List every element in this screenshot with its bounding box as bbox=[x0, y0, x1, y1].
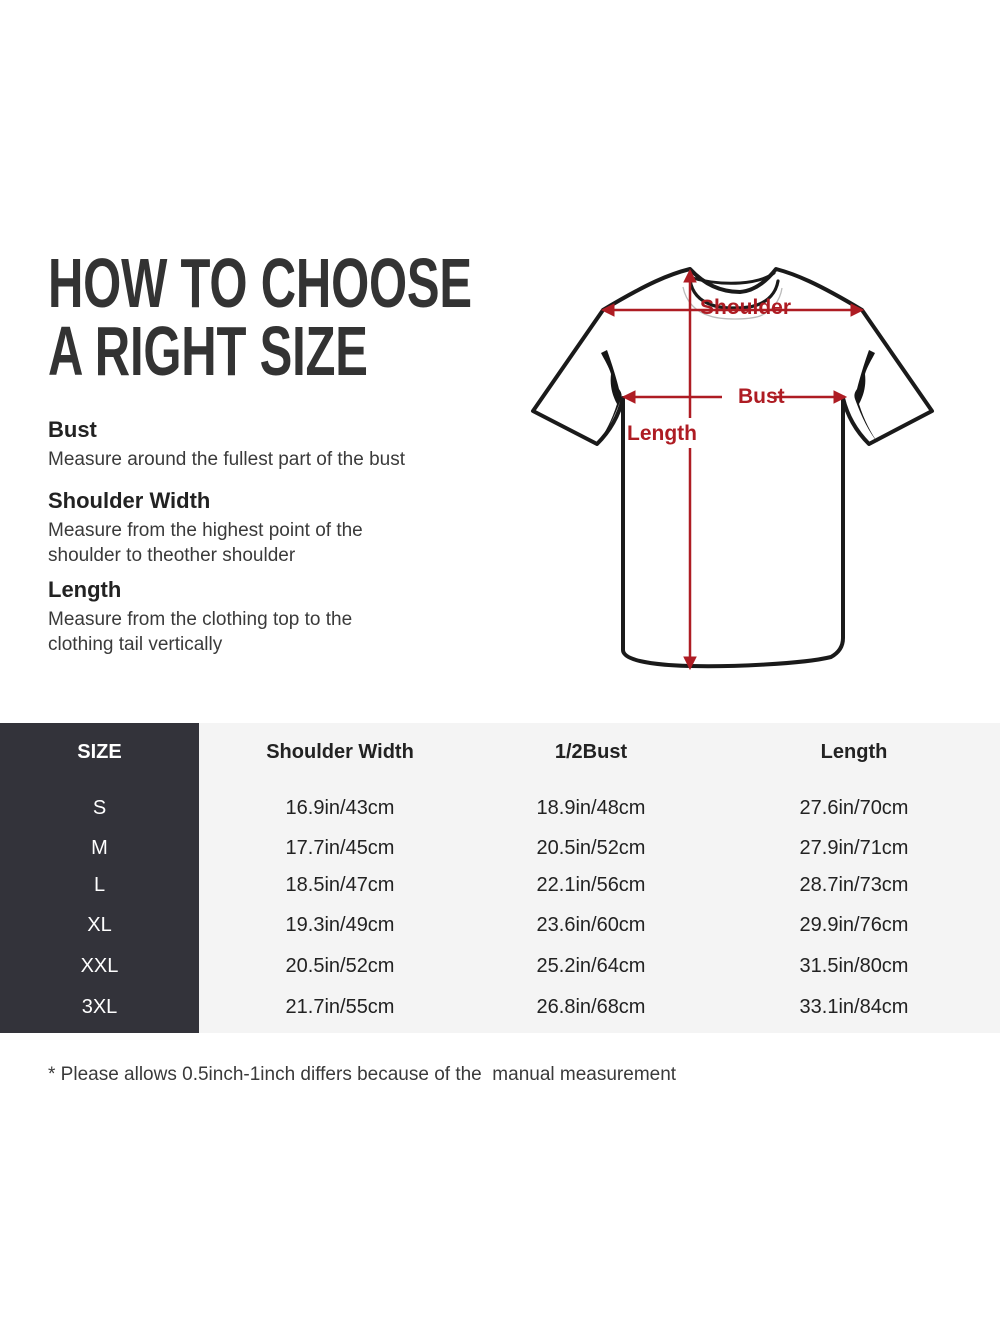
svg-text:Bust: Bust bbox=[738, 385, 785, 408]
svg-text:Shoulder: Shoulder bbox=[700, 296, 791, 319]
svg-text:Length: Length bbox=[627, 422, 697, 445]
